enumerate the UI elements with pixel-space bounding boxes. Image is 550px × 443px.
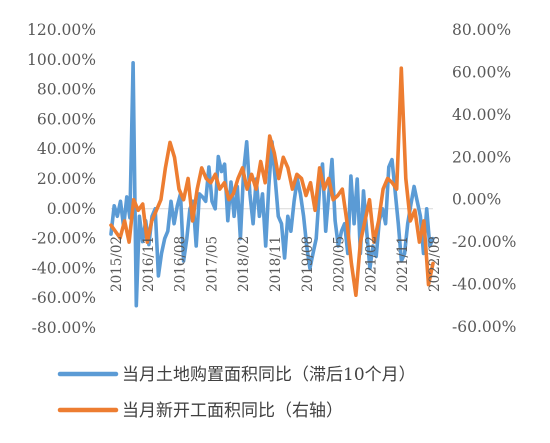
x-tick-label: 2016/11 (141, 236, 157, 292)
x-tick-label: 2022/08 (427, 236, 443, 292)
x-tick-label: 2018/02 (236, 236, 252, 292)
right-tick-label: -60.00% (452, 318, 516, 336)
x-tick-label: 2017/05 (204, 236, 220, 292)
left-tick-label: 20.00% (37, 170, 96, 188)
right-tick-label: 0.00% (452, 191, 501, 209)
left-tick-label: -20.00% (32, 230, 96, 248)
left-tick-label: 100.00% (27, 51, 96, 69)
legend-item-land: 当月土地购置面积同比（滞后10个月） (57, 365, 416, 385)
x-tick-label: 2018/11 (268, 236, 284, 292)
x-tick-label: 2016/08 (173, 236, 189, 292)
right-axis: 80.00% 60.00% 40.00% 20.00% 0.00% -20.00% -40.… (452, 21, 516, 336)
right-tick-label: -20.00% (452, 233, 516, 251)
x-tick-label: 2015/02 (109, 236, 125, 292)
left-tick-label: 0.00% (47, 200, 96, 218)
series-layer (109, 60, 435, 308)
legend: 当月土地购置面积同比（滞后10个月） 当月新开工面积同比（右轴） (57, 365, 416, 421)
x-tick-label: 2019/08 (300, 236, 316, 292)
legend-label-starts: 当月新开工面积同比（右轴） (122, 401, 343, 421)
x-tick-label: 2021/02 (363, 236, 379, 292)
x-axis: 2015/02 2016/11 2016/08 2017/05 2018/02 2018/… (109, 236, 443, 292)
right-tick-label: -40.00% (452, 276, 516, 294)
left-tick-label: -80.00% (32, 319, 96, 337)
x-tick-label: 2021/11 (395, 236, 411, 292)
left-tick-label: 120.00% (27, 21, 96, 39)
left-tick-label: -40.00% (32, 259, 96, 277)
left-tick-label: 40.00% (37, 140, 96, 158)
left-tick-label: 60.00% (37, 110, 96, 128)
left-tick-label: 80.00% (37, 81, 96, 99)
left-tick-label: -60.00% (32, 289, 96, 307)
legend-label-land: 当月土地购置面积同比（滞后10个月） (122, 365, 416, 385)
right-tick-label: 60.00% (452, 63, 511, 81)
right-tick-label: 40.00% (452, 106, 511, 124)
series-line-new-starts (109, 66, 435, 298)
left-axis: 120.00% 100.00% 80.00% 60.00% 40.00% 20.00% 0.… (27, 21, 96, 337)
right-tick-label: 80.00% (452, 21, 511, 39)
x-tick-label: 2020/05 (332, 236, 348, 292)
legend-item-starts: 当月新开工面积同比（右轴） (57, 401, 343, 421)
right-tick-label: 20.00% (452, 148, 511, 166)
